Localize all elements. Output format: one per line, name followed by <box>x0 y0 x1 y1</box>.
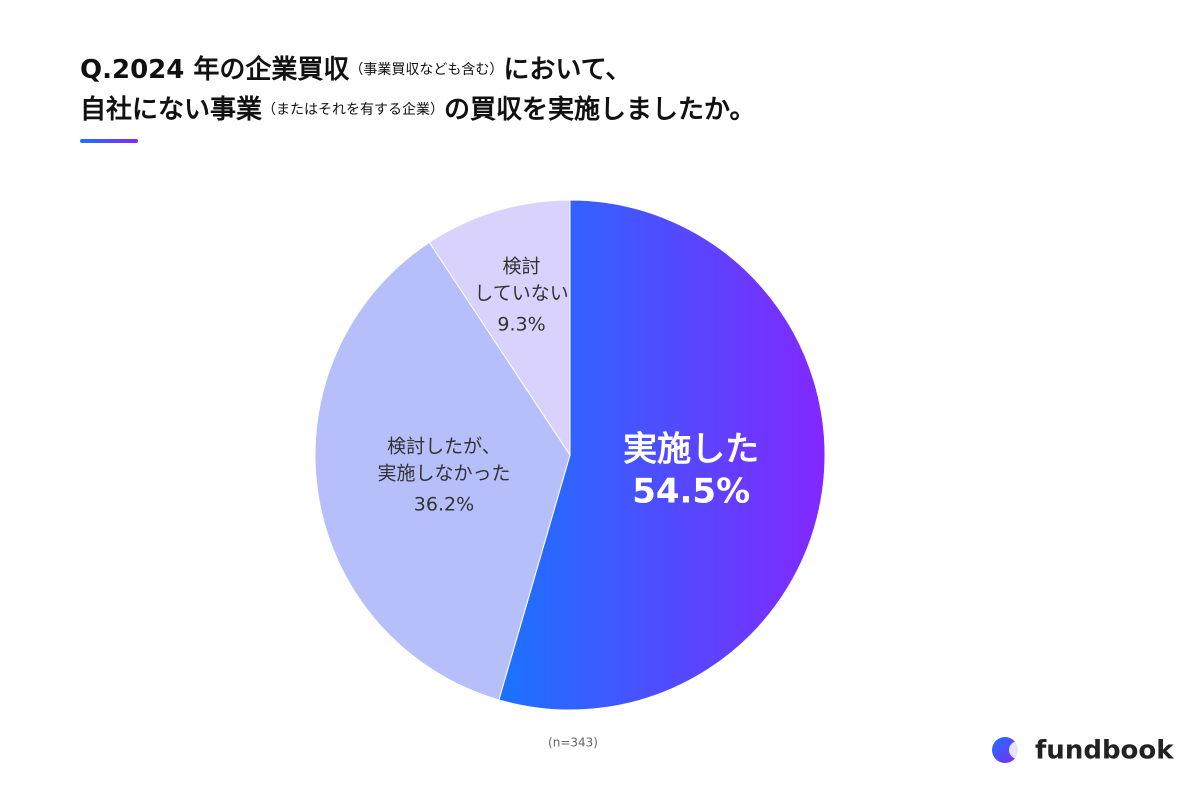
title-text: Q.2024 年の企業買収 <box>80 54 350 85</box>
pie-slice <box>498 199 826 711</box>
logo: fundbook <box>992 736 1174 766</box>
logo-text: fundbook <box>1035 736 1174 766</box>
slice-label: 検討 <box>503 255 541 277</box>
slice-label: していない <box>474 282 568 304</box>
title-text: （事業買収なども含む） <box>349 62 503 78</box>
title-text: （またはそれを有する企業） <box>262 101 444 118</box>
title-text: 自社にない事業 <box>80 94 262 125</box>
logo-icon <box>1009 741 1027 759</box>
title-text: において、 <box>503 55 631 85</box>
slice-value-label: 9.3% <box>497 313 545 335</box>
slice-label: 検討したが、 <box>387 436 501 458</box>
slice-label: 実施した <box>623 430 759 470</box>
title-underline <box>80 139 138 143</box>
title-line: Q.2024 年の企業買収（事業買収なども含む）において、 <box>80 54 631 85</box>
slice-value-label: 36.2% <box>414 494 474 516</box>
note: (n=343) <box>548 736 598 750</box>
title: Q.2024 年の企業買収（事業買収なども含む）において、自社にない事業（または… <box>80 54 756 125</box>
pie-slice <box>314 241 571 701</box>
pie-slice <box>428 199 571 457</box>
logo-icon <box>992 737 1018 763</box>
slice-label: 実施しなかった <box>377 463 510 485</box>
slice-value-label: 54.5% <box>632 472 750 512</box>
title-line: 自社にない事業（またはそれを有する企業）の買収を実施しましたか。 <box>80 94 756 125</box>
title-text: の買収を実施しましたか。 <box>444 94 755 125</box>
